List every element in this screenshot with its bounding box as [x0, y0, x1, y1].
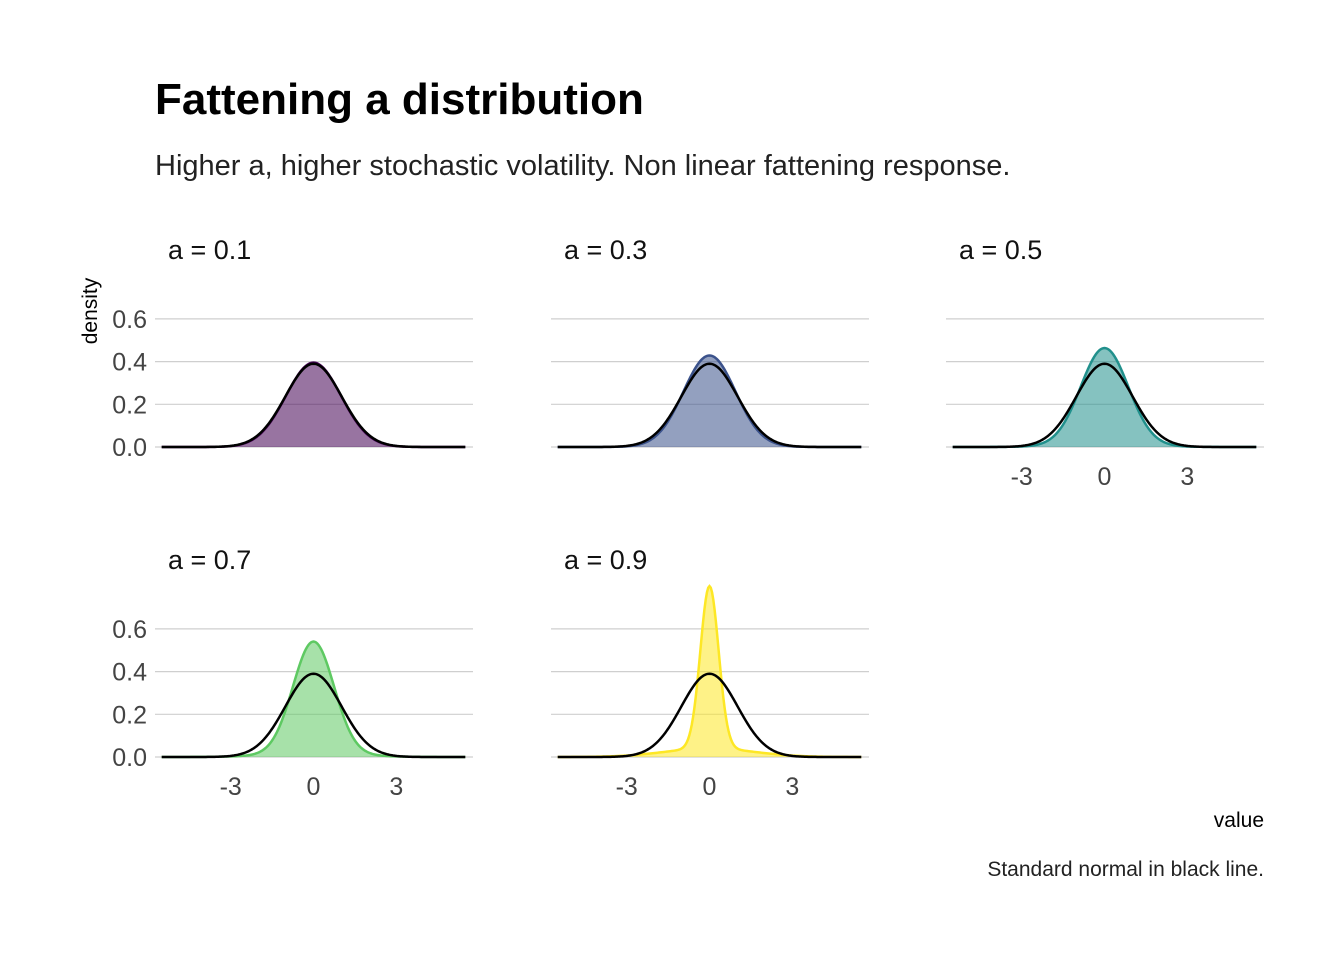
x-tick-label: 3: [1180, 463, 1194, 491]
facet-strip-label: a = 0.3: [564, 235, 647, 265]
facet-panel-4: 0.0 0.2 0.4 0.6 a = 0.7 -3 0 3: [112, 545, 473, 801]
facet-strip-label: a = 0.1: [168, 235, 251, 265]
y-tick-label: 0.0: [112, 434, 147, 462]
x-tick-label: -3: [220, 773, 242, 801]
facet-strip-label: a = 0.7: [168, 545, 251, 575]
density-area: [557, 355, 862, 447]
x-tick-label: 0: [1098, 463, 1112, 491]
x-tick-label: 0: [307, 773, 321, 801]
facet-panel-2: a = 0.3: [551, 235, 869, 449]
density-area: [952, 348, 1257, 447]
x-tick-label: 3: [785, 773, 799, 801]
y-tick-label: 0.2: [112, 701, 147, 729]
standard-normal-line: [161, 672, 466, 759]
x-tick-label: -3: [616, 773, 638, 801]
density-area: [557, 586, 862, 757]
y-tick-label: 0.6: [112, 616, 147, 644]
y-tick-label: 0.0: [112, 744, 147, 772]
density-area: [161, 362, 466, 447]
density-area: [161, 641, 466, 757]
facet-strip-label: a = 0.9: [564, 545, 647, 575]
y-axis-label: density: [79, 277, 102, 344]
chart-title: Fattening a distribution: [155, 75, 644, 124]
chart-subtitle: Higher a, higher stochastic volatility. …: [155, 150, 1010, 182]
facet-panels: 0.00.20.40.6a = 0.1 a = 0.3 a = 0.5-3 0 30.0…: [112, 235, 1264, 801]
chart-caption: Standard normal in black line.: [987, 858, 1264, 881]
x-axis-label: value: [1214, 809, 1264, 832]
facet-strip-label: a = 0.5: [959, 235, 1042, 265]
standard-normal-line: [161, 362, 466, 449]
y-tick-label: 0.2: [112, 391, 147, 419]
standard-normal-line: [557, 672, 862, 759]
y-tick-label: 0.6: [112, 306, 147, 334]
y-tick-label: 0.4: [112, 659, 147, 687]
x-tick-label: -3: [1011, 463, 1033, 491]
facet-panel-3: a = 0.5 -3 0 3: [946, 235, 1264, 491]
facet-panel-5: a = 0.9 -3 0 3: [551, 545, 869, 801]
standard-normal-line: [952, 362, 1257, 449]
x-tick-label: 3: [389, 773, 403, 801]
facet-panel-1: 0.0 0.2 0.4 0.6 a = 0.1: [112, 235, 473, 462]
x-tick-label: 0: [703, 773, 717, 801]
standard-normal-line: [557, 362, 862, 449]
y-tick-label: 0.4: [112, 349, 147, 377]
